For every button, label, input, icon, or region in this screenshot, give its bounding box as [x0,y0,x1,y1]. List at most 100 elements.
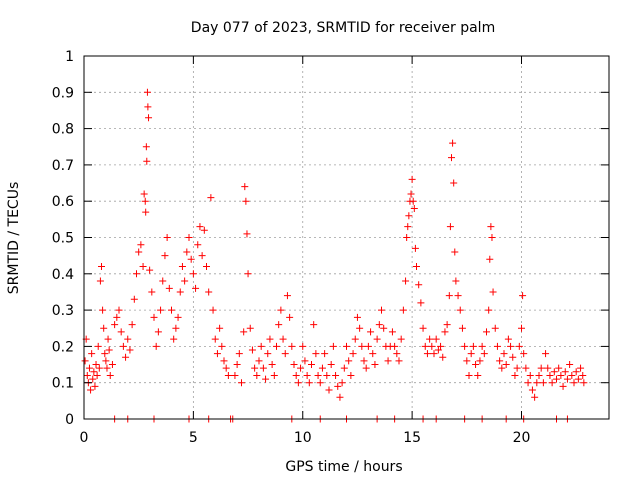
data-point [550,368,558,376]
x-tick-label: 20 [513,430,531,446]
data-point [513,364,521,372]
data-point [568,371,576,379]
data-point [399,306,407,314]
data-point [509,353,517,361]
x-axis-label: GPS time / hours [285,459,402,475]
data-point [478,342,486,350]
data-point [476,357,484,365]
data-point [371,361,379,369]
data-point [380,324,388,332]
data-point [336,393,344,401]
data-point [415,281,423,289]
data-point [395,357,403,365]
data-point [434,346,442,354]
data-point [241,183,249,191]
data-point [405,212,413,220]
data-point [410,204,418,212]
data-point [213,350,221,358]
data-point [500,350,508,358]
data-point [185,234,193,241]
data-point [445,292,453,300]
data-points [81,88,588,423]
data-point [222,364,230,372]
y-tick-label: 0.1 [52,376,74,392]
data-point [327,361,335,369]
data-point [122,353,130,361]
data-point [145,114,153,122]
data-point [93,371,101,379]
data-point [561,368,569,376]
data-point [340,364,348,372]
data-point [557,371,565,379]
x-tick-label: 0 [80,430,89,446]
data-point [325,386,333,394]
data-point [233,361,241,369]
data-point [439,353,447,361]
data-point [242,197,250,205]
data-point [174,313,182,321]
data-point [519,292,527,300]
data-point [128,321,136,329]
axis-ticks: 00.10.20.30.40.50.60.70.80.910 5 10 15 20 [52,49,609,446]
data-point [522,364,530,372]
data-point [224,371,232,379]
data-point [268,361,276,369]
y-tick-label: 1 [65,49,74,65]
data-point [103,364,111,372]
data-point [570,379,578,387]
data-point [248,346,256,354]
data-point [542,350,550,358]
data-point [168,306,175,314]
data-point [152,342,160,350]
data-point [144,103,152,111]
data-point [373,335,381,343]
data-point [426,335,434,343]
data-point [85,364,93,372]
data-point [88,350,96,358]
data-point [353,313,361,321]
data-point [443,321,451,329]
data-point [108,361,116,369]
data-point [362,364,370,372]
data-point [409,197,417,205]
data-point [203,263,210,271]
data-point [563,375,571,383]
data-point [111,321,119,329]
data-point [194,241,202,249]
data-point [321,350,329,358]
data-point [329,342,337,350]
data-point [246,324,254,332]
data-point [507,342,515,350]
data-point [102,357,110,365]
data-point [157,306,165,314]
data-point [243,230,251,238]
data-point [504,335,512,343]
data-point [411,244,419,252]
data-point [531,393,539,401]
data-point [238,379,245,387]
data-point [428,342,436,350]
data-point [283,292,291,300]
data-point [137,241,145,249]
data-point [450,179,458,187]
data-point [454,292,462,300]
data-point [520,350,528,358]
data-point [518,324,525,332]
chart-title: Day 077 of 2023, SRMTID for receiver pal… [191,20,495,36]
data-point [130,295,138,303]
data-point [451,248,459,256]
data-point [318,364,326,372]
data-point [264,350,272,358]
data-point [257,342,265,350]
x-tick-label: 5 [189,430,198,446]
data-point [216,324,224,332]
data-point [441,328,449,336]
data-point [104,335,112,343]
data-point [100,324,108,332]
data-point [316,379,324,387]
data-point [388,328,396,336]
data-point [456,306,464,314]
x-tick-label: 15 [403,430,421,446]
data-point [485,306,493,314]
